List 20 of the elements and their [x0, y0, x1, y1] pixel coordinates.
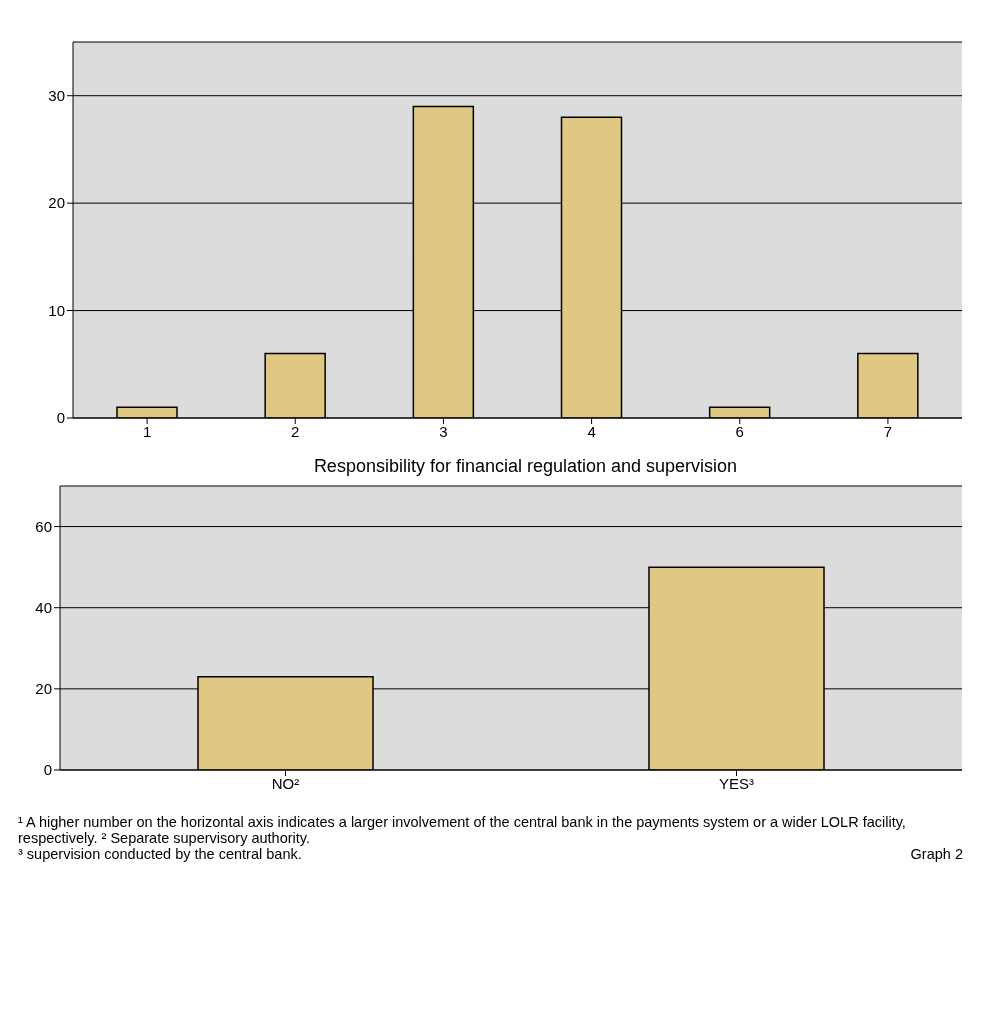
y-tick-label: 40 [35, 599, 52, 617]
x-tick-label: NO² [271, 774, 300, 792]
y-tick-label: 0 [56, 409, 65, 427]
x-tick-label: 6 [735, 422, 744, 440]
x-tick-label: 3 [439, 422, 448, 440]
x-tick-label: 2 [291, 422, 300, 440]
text: ¹ A higher number on the horizontal axis indicates a larger involvement of the central bank in the payments system or a wider LOLR facility, respectively. ² Separate supervisory authority. [18, 814, 907, 846]
caption: Graph 2 [910, 846, 963, 862]
y-tick-label: 20 [48, 194, 65, 212]
y-tick-label: 20 [35, 680, 52, 698]
chart-title: Responsibility for financial regulation and supervision [312, 456, 739, 478]
y-tick-label: 30 [48, 87, 65, 105]
text: ³ supervision conducted by the central bank. [18, 846, 302, 862]
x-tick-label: YES³ [718, 774, 755, 792]
x-tick-label: 1 [142, 422, 152, 440]
y-tick-label: 60 [35, 517, 52, 535]
x-tick-label: 7 [883, 422, 893, 440]
y-tick-label: 10 [48, 301, 65, 319]
x-tick-label: 4 [587, 422, 596, 440]
y-tick-label: 0 [43, 761, 52, 779]
